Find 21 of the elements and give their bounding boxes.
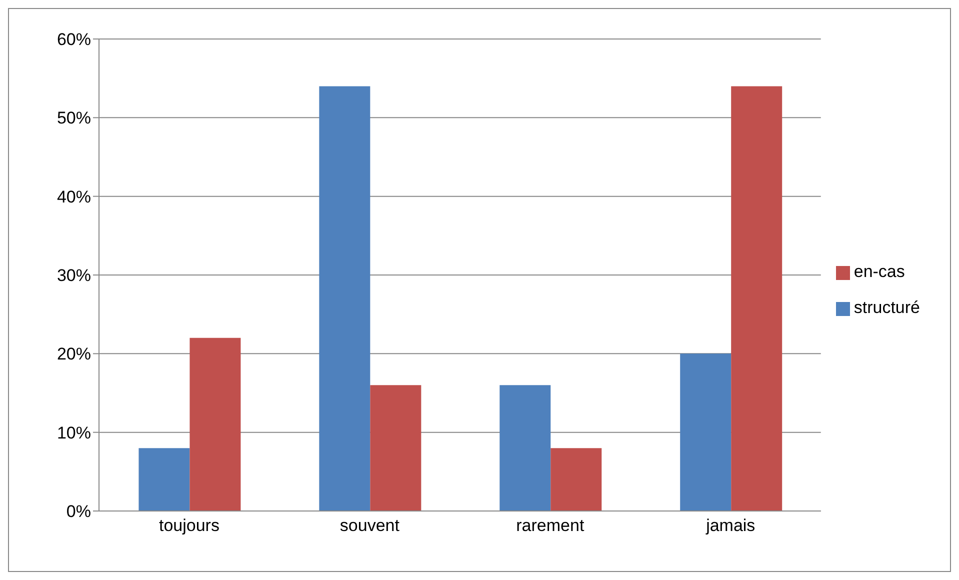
- bar: [731, 86, 782, 511]
- y-tick-label: 50%: [56, 108, 91, 128]
- legend-label: en-cas: [854, 262, 905, 281]
- y-tick-label: 10%: [56, 423, 91, 442]
- bar: [680, 354, 732, 511]
- x-tick-label: souvent: [340, 516, 400, 536]
- bar: [550, 448, 602, 511]
- y-tick-label: 40%: [56, 187, 91, 206]
- x-tick-label: rarement: [516, 516, 584, 536]
- y-tick-label: 30%: [56, 266, 91, 286]
- y-tick-label: 20%: [56, 344, 91, 364]
- y-tick-label: 60%: [56, 30, 91, 50]
- x-tick-label: toujours: [158, 516, 220, 536]
- y-tick-label: 0%: [66, 502, 91, 522]
- bar: [319, 86, 370, 511]
- bar: [370, 385, 422, 511]
- legend-label: structuré: [854, 298, 920, 317]
- bar: [190, 338, 241, 511]
- x-tick-label: jamais: [705, 516, 756, 536]
- bar: [500, 385, 551, 511]
- bar: [138, 448, 190, 511]
